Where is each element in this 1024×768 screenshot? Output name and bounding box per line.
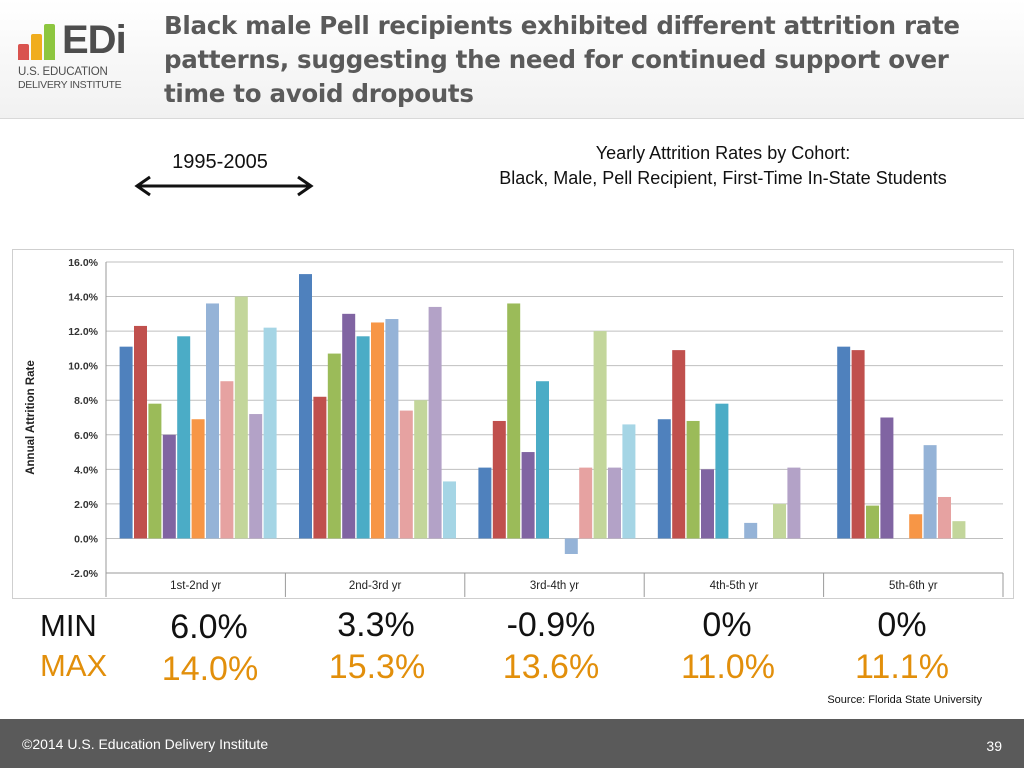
bar — [249, 414, 263, 539]
bar — [579, 467, 593, 539]
y-axis-title: Annual Attrition Rate — [25, 360, 37, 475]
y-tick-label: 14.0% — [68, 292, 98, 304]
y-tick-label: 16.0% — [68, 257, 98, 269]
max-label: MAX — [40, 648, 108, 683]
bar — [593, 331, 607, 539]
bar — [608, 467, 621, 539]
x-category-label: 3rd-4th yr — [530, 580, 579, 592]
bar — [521, 452, 535, 539]
bar — [478, 467, 492, 539]
logo-bars-icon — [18, 24, 60, 60]
bar — [837, 346, 851, 539]
bar — [356, 336, 370, 539]
min-value: 0% — [877, 606, 927, 644]
logo-bar-green — [44, 24, 55, 60]
bar — [263, 327, 277, 539]
chart-heading: Yearly Attrition Rates by Cohort: Black,… — [460, 141, 986, 191]
bar — [134, 325, 147, 539]
y-tick-label: 8.0% — [74, 395, 99, 407]
y-tick-label: 2.0% — [74, 499, 99, 511]
logo-wordmark: EDi — [62, 18, 127, 62]
slide-header: EDi U.S. EDUCATION DELIVERY INSTITUTE Bl… — [0, 0, 1024, 119]
bar — [909, 514, 923, 539]
bar — [773, 503, 786, 539]
bar — [787, 467, 801, 539]
chart-heading-line-1: Yearly Attrition Rates by Cohort: — [595, 143, 851, 163]
x-category-label: 4th-5th yr — [710, 580, 759, 592]
slide-footer — [0, 719, 1024, 768]
bar — [313, 396, 327, 539]
y-tick-label: 12.0% — [68, 326, 98, 338]
y-tick-label: -2.0% — [71, 568, 99, 580]
bar — [657, 419, 671, 539]
slide-title: Black male Pell recipients exhibited dif… — [164, 11, 960, 108]
bar — [162, 434, 176, 539]
bar — [148, 403, 162, 539]
bar — [119, 346, 133, 539]
bar — [428, 306, 442, 539]
bar — [414, 400, 428, 539]
bar — [234, 296, 248, 539]
bar — [536, 381, 549, 539]
bar — [952, 521, 966, 539]
x-category-label: 2nd-3rd yr — [349, 580, 402, 592]
bar — [866, 505, 879, 539]
bar — [206, 303, 219, 539]
edi-logo: EDi U.S. EDUCATION DELIVERY INSTITUTE — [18, 18, 128, 94]
bar — [880, 417, 894, 539]
bar — [220, 381, 234, 539]
double-arrow-icon — [134, 175, 314, 197]
max-value: 14.0% — [161, 650, 259, 688]
bar — [399, 410, 413, 539]
logo-line-2: DELIVERY INSTITUTE — [18, 79, 122, 91]
bar — [701, 469, 714, 539]
source-note: Source: Florida State University — [827, 694, 982, 706]
chart-container: 16.0% 14.0% 12.0% 10.0% 8.0% 6.0% 4.0% 2.0% 0.0%… — [12, 249, 1014, 599]
bar — [564, 538, 578, 554]
x-category-label: 1st-2nd yr — [170, 580, 221, 592]
max-value: 11.0% — [681, 648, 775, 686]
min-label: MIN — [40, 608, 97, 643]
bar — [177, 336, 191, 539]
max-value: 11.1% — [855, 648, 949, 686]
bar — [622, 424, 636, 539]
max-value: 15.3% — [328, 648, 426, 686]
copyright-text: ©2014 U.S. Education Delivery Institute — [22, 736, 269, 752]
min-value: -0.9% — [506, 606, 596, 644]
bar — [923, 445, 937, 539]
y-tick-label: 0.0% — [74, 533, 99, 545]
max-value: 13.6% — [502, 648, 600, 686]
bar — [299, 274, 312, 539]
bar — [686, 420, 700, 539]
bar — [191, 419, 205, 539]
bar — [744, 522, 758, 539]
bar — [672, 350, 686, 539]
logo-line-1: U.S. EDUCATION — [18, 66, 108, 78]
range-label: 1995-2005 — [172, 151, 268, 173]
bar — [327, 353, 341, 539]
min-value: 0% — [702, 606, 752, 644]
y-tick-label: 10.0% — [68, 361, 98, 373]
bar — [443, 481, 456, 539]
bar — [385, 319, 399, 539]
page-number: 39 — [986, 738, 1002, 754]
chart-heading-line-2: Black, Male, Pell Recipient, First-Time … — [499, 168, 947, 188]
min-value: 6.0% — [170, 608, 248, 646]
bar — [492, 420, 506, 539]
x-category-label: 5th-6th yr — [889, 580, 938, 592]
min-value: 3.3% — [337, 606, 415, 644]
bar — [715, 403, 729, 539]
y-tick-label: 6.0% — [74, 430, 99, 442]
bar — [851, 350, 865, 539]
logo-bar-red — [18, 44, 29, 60]
y-tick-label: 4.0% — [74, 464, 99, 476]
logo-bar-orange — [31, 34, 42, 60]
bar — [507, 303, 521, 539]
bar — [371, 322, 384, 539]
bar — [938, 496, 951, 539]
bar — [342, 313, 356, 539]
attrition-bar-chart: 16.0% 14.0% 12.0% 10.0% 8.0% 6.0% 4.0% 2.0% 0.0%… — [25, 257, 1004, 597]
